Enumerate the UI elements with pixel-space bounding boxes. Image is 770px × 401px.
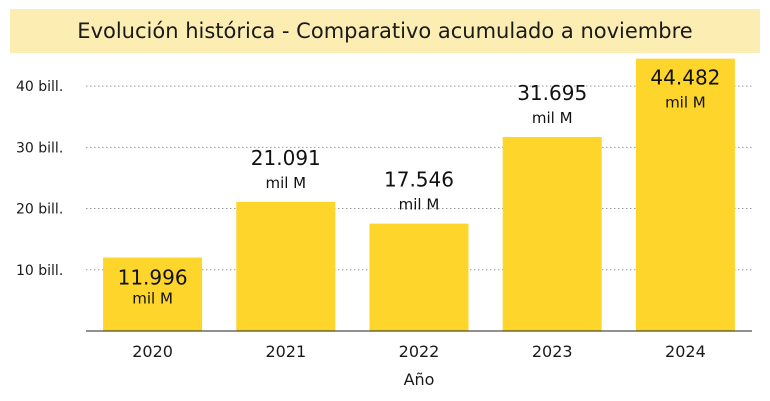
bar-2021 — [236, 201, 336, 331]
bar-2022 — [369, 223, 469, 331]
bar-2023 — [502, 136, 602, 331]
x-tick-label: 2021 — [265, 342, 306, 361]
y-tick-label: 40 bill. — [16, 79, 63, 95]
x-axis-title: Año — [404, 370, 435, 389]
chart-title: Evolución histórica - Comparativo acumul… — [77, 19, 693, 43]
x-tick-label: 2023 — [532, 342, 573, 361]
data-unit-label: mil M — [532, 109, 573, 127]
data-unit-label: mil M — [132, 290, 173, 308]
data-value-label: 44.482 — [650, 66, 720, 90]
data-unit-label: mil M — [665, 94, 706, 112]
bar-2024 — [635, 58, 735, 332]
chart-title-banner: Evolución histórica - Comparativo acumul… — [10, 9, 760, 53]
x-tick-label: 2020 — [132, 342, 173, 361]
y-tick-label: 10 bill. — [16, 263, 63, 279]
y-tick-label: 20 bill. — [16, 202, 63, 218]
data-unit-label: mil M — [265, 174, 306, 192]
data-value-label: 11.996 — [118, 266, 188, 290]
data-value-label: 17.546 — [384, 168, 454, 192]
y-tick-label: 30 bill. — [16, 140, 63, 156]
bar-2020 — [103, 257, 203, 331]
x-tick-label: 2024 — [665, 342, 706, 361]
data-value-label: 21.091 — [251, 146, 321, 170]
x-tick-label: 2022 — [399, 342, 440, 361]
data-unit-label: mil M — [399, 196, 440, 214]
data-value-label: 31.695 — [517, 81, 587, 105]
